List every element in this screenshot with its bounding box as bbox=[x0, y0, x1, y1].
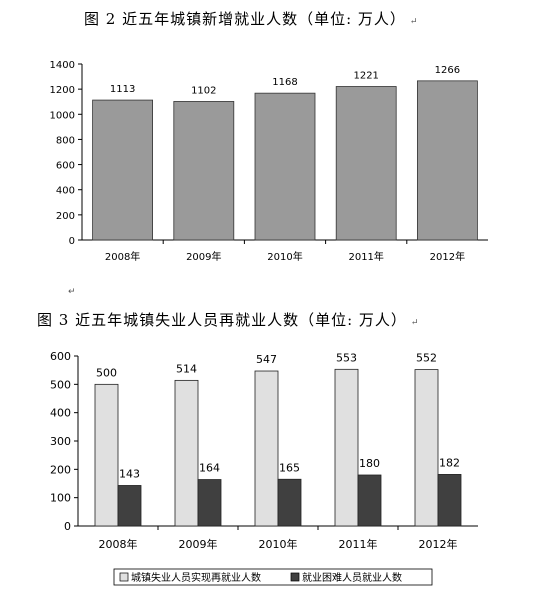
data-label: 500 bbox=[96, 366, 117, 379]
bar bbox=[335, 86, 397, 241]
y-tick-label: 100 bbox=[50, 492, 71, 505]
x-tick-label: 2011年 bbox=[339, 537, 378, 551]
data-label: 1266 bbox=[435, 65, 460, 76]
data-label: 553 bbox=[336, 351, 357, 364]
legend-box bbox=[113, 568, 433, 586]
x-tick-label: 2008年 bbox=[105, 250, 140, 263]
bar bbox=[117, 485, 142, 527]
legend-swatch bbox=[119, 572, 129, 582]
x-tick-label: 2010年 bbox=[267, 250, 302, 263]
data-label: 1168 bbox=[272, 77, 297, 88]
bar bbox=[357, 474, 382, 527]
y-tick-label: 400 bbox=[56, 186, 75, 197]
bar bbox=[414, 369, 439, 527]
paragraph-mark-icon: ↵ bbox=[68, 287, 76, 297]
bar bbox=[277, 478, 302, 527]
bar bbox=[254, 370, 279, 527]
data-label: 143 bbox=[119, 467, 140, 480]
paragraph-mark-icon: ↵ bbox=[410, 318, 420, 328]
bar bbox=[174, 379, 199, 527]
x-tick-label: 2012年 bbox=[430, 250, 465, 263]
paragraph-mark-icon: ↵ bbox=[409, 17, 419, 27]
chart1-title: 图 2 近五年城镇新增就业人数（单位: 万人） ↵ bbox=[84, 10, 419, 28]
bar bbox=[173, 101, 235, 241]
bar bbox=[92, 99, 153, 241]
data-label: 165 bbox=[279, 461, 300, 474]
y-tick-label: 1200 bbox=[50, 85, 75, 96]
data-label: 182 bbox=[439, 456, 460, 469]
x-tick-label: 2009年 bbox=[179, 537, 218, 551]
y-tick-label: 600 bbox=[56, 161, 75, 172]
data-label: 514 bbox=[176, 362, 197, 375]
data-label: 164 bbox=[199, 462, 220, 475]
y-tick-label: 200 bbox=[50, 463, 71, 476]
y-tick-label: 1000 bbox=[50, 110, 75, 121]
y-tick-label: 800 bbox=[56, 135, 75, 146]
legend-label: 就业困难人员就业人数 bbox=[302, 571, 402, 584]
legend-label: 城镇失业人员实现再就业人数 bbox=[131, 571, 261, 584]
y-tick-label: 500 bbox=[50, 378, 71, 391]
y-tick-label: 400 bbox=[50, 407, 71, 420]
legend-swatch bbox=[290, 572, 300, 582]
data-label: 552 bbox=[416, 352, 437, 365]
x-tick-label: 2010年 bbox=[259, 537, 298, 551]
bar bbox=[416, 80, 478, 241]
x-tick-label: 2012年 bbox=[419, 537, 458, 551]
y-tick-label: 1400 bbox=[50, 60, 75, 71]
data-label: 547 bbox=[256, 353, 277, 366]
data-label: 180 bbox=[359, 457, 380, 470]
bar bbox=[94, 383, 119, 527]
y-tick-label: 600 bbox=[50, 350, 71, 363]
chart2-title: 图 3 近五年城镇失业人员再就业人数（单位: 万人） ↵ bbox=[37, 311, 420, 329]
x-tick-label: 2009年 bbox=[186, 250, 221, 263]
data-label: 1221 bbox=[353, 71, 378, 82]
y-tick-label: 200 bbox=[56, 211, 75, 222]
data-label: 1113 bbox=[110, 84, 135, 95]
x-tick-label: 2008年 bbox=[99, 537, 138, 551]
y-tick-label: 300 bbox=[50, 435, 71, 448]
data-label: 1102 bbox=[191, 85, 216, 96]
x-tick-label: 2011年 bbox=[348, 250, 383, 263]
y-tick-label: 0 bbox=[69, 236, 75, 247]
bar bbox=[254, 92, 316, 241]
bar bbox=[197, 479, 222, 527]
y-tick-label: 0 bbox=[64, 520, 71, 533]
bar bbox=[437, 474, 462, 527]
bar bbox=[334, 368, 359, 527]
